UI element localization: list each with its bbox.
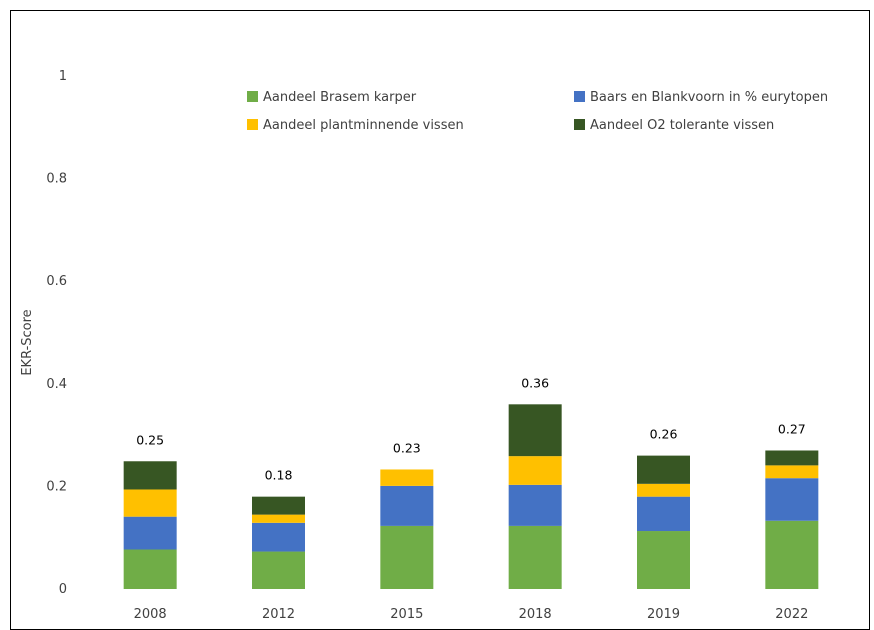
x-tick-label: 2008	[134, 607, 167, 622]
bar-segment	[380, 469, 434, 486]
bar-segment	[637, 496, 690, 532]
legend-swatch	[574, 91, 585, 102]
bar-segment	[123, 461, 177, 490]
bar-segment	[637, 483, 690, 497]
bar-segment	[765, 465, 819, 479]
bar-segment	[637, 455, 690, 484]
bar-segment	[765, 520, 819, 589]
y-tick-label: 0.4	[46, 377, 67, 392]
y-axis-title: EKR-Score	[20, 309, 35, 375]
legend-swatch	[247, 91, 258, 102]
bar-segment	[252, 551, 305, 589]
bar-segment	[380, 525, 434, 589]
bar-total-label: 0.36	[521, 375, 549, 390]
bar-segment	[123, 516, 177, 550]
bar-segment	[252, 514, 305, 523]
bar-total-label: 0.23	[393, 440, 421, 455]
x-tick-label: 2019	[647, 607, 680, 622]
legend-label: Aandeel Brasem karper	[263, 90, 417, 105]
x-tick-label: 2022	[775, 607, 808, 622]
bar-segment	[508, 525, 562, 589]
bar-segment	[637, 531, 690, 589]
x-tick-label: 2012	[262, 607, 295, 622]
legend-swatch	[574, 119, 585, 130]
y-tick-label: 0.8	[46, 172, 67, 187]
y-tick-label: 0.6	[46, 274, 67, 289]
bar-segment	[252, 522, 305, 552]
y-tick-label: 0	[59, 582, 67, 597]
bar-segment	[380, 485, 434, 526]
legend-swatch	[247, 119, 258, 130]
bar-segment	[123, 489, 177, 517]
bar-total-label: 0.25	[136, 432, 164, 447]
bar-total-label: 0.18	[265, 468, 293, 483]
legend-label: Aandeel O2 tolerante vissen	[590, 118, 774, 133]
bar-segment	[508, 456, 562, 485]
chart-frame: 0 0.2 0.4 0.6 0.8 1 EKR-Score 0.25 2008 0.18 2012 0…	[10, 10, 870, 630]
bar-segment	[508, 484, 562, 526]
bar-total-label: 0.27	[778, 421, 806, 436]
x-tick-label: 2015	[390, 607, 423, 622]
bar-segment	[765, 450, 819, 466]
bar-segment	[252, 496, 305, 515]
bar-total-label: 0.26	[650, 427, 678, 442]
bar-segment	[508, 404, 562, 457]
stacked-bar-chart: 0 0.2 0.4 0.6 0.8 1 EKR-Score 0.25 2008 0.18 2012 0…	[20, 69, 828, 622]
legend-label: Baars en Blankvoorn in % eurytopen	[590, 90, 828, 105]
y-tick-label: 0.2	[46, 479, 67, 494]
bar-segment	[123, 549, 177, 589]
bar-segment	[765, 478, 819, 521]
legend-label: Aandeel plantminnende vissen	[263, 118, 464, 133]
y-tick-label: 1	[59, 69, 67, 84]
x-tick-label: 2018	[519, 607, 552, 622]
